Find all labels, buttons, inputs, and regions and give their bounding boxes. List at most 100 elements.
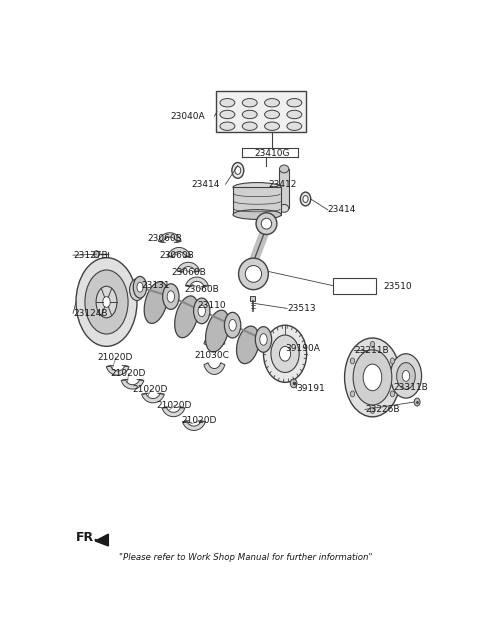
Polygon shape [178, 407, 185, 408]
Ellipse shape [220, 99, 235, 107]
Polygon shape [121, 380, 144, 389]
Polygon shape [186, 277, 208, 287]
Text: 21030C: 21030C [194, 351, 229, 360]
Polygon shape [182, 420, 205, 431]
Text: 23311B: 23311B [393, 383, 428, 392]
Ellipse shape [271, 335, 299, 372]
Polygon shape [162, 407, 185, 417]
Polygon shape [174, 241, 181, 243]
Ellipse shape [414, 398, 420, 406]
Text: 23110: 23110 [198, 301, 226, 310]
Text: 21020D: 21020D [110, 369, 145, 378]
Text: 23060B: 23060B [184, 285, 218, 294]
Text: 23131: 23131 [142, 281, 170, 291]
Ellipse shape [350, 358, 355, 364]
Polygon shape [158, 233, 181, 243]
Text: 23060B: 23060B [172, 268, 206, 277]
Ellipse shape [279, 165, 289, 173]
Polygon shape [177, 262, 200, 272]
Polygon shape [186, 285, 193, 287]
Ellipse shape [390, 391, 395, 397]
Ellipse shape [256, 213, 277, 234]
Text: 39190A: 39190A [285, 344, 320, 353]
Polygon shape [157, 393, 164, 394]
Ellipse shape [363, 364, 382, 390]
Ellipse shape [242, 99, 257, 107]
Ellipse shape [390, 358, 395, 364]
Ellipse shape [279, 346, 290, 361]
Polygon shape [168, 248, 191, 257]
Ellipse shape [220, 122, 235, 131]
Text: 23060B: 23060B [160, 251, 194, 260]
Text: 39191: 39191 [296, 384, 325, 393]
Text: "Please refer to Work Shop Manual for further information": "Please refer to Work Shop Manual for fu… [119, 553, 373, 562]
Ellipse shape [94, 251, 99, 258]
Polygon shape [183, 256, 191, 257]
Text: 23060B: 23060B [147, 234, 182, 243]
Ellipse shape [175, 296, 198, 338]
Ellipse shape [287, 99, 302, 107]
Ellipse shape [167, 291, 175, 302]
Ellipse shape [229, 319, 236, 331]
Polygon shape [142, 393, 149, 394]
Ellipse shape [402, 371, 410, 381]
Ellipse shape [353, 350, 392, 405]
Polygon shape [198, 420, 205, 422]
Ellipse shape [76, 258, 137, 346]
Polygon shape [177, 271, 184, 272]
Text: 21020D: 21020D [97, 353, 132, 362]
Ellipse shape [370, 341, 375, 348]
Text: 21020D: 21020D [181, 416, 216, 425]
Polygon shape [204, 334, 225, 346]
Ellipse shape [264, 110, 279, 118]
Polygon shape [158, 241, 166, 243]
Ellipse shape [264, 99, 279, 107]
Polygon shape [201, 285, 208, 287]
Text: 23410G: 23410G [254, 148, 290, 157]
Polygon shape [142, 393, 164, 403]
Ellipse shape [245, 266, 262, 282]
Ellipse shape [85, 270, 128, 334]
Text: 21020D: 21020D [156, 401, 192, 410]
Ellipse shape [242, 110, 257, 118]
Ellipse shape [235, 166, 241, 174]
Ellipse shape [261, 218, 272, 229]
Ellipse shape [242, 122, 257, 131]
Polygon shape [96, 534, 108, 546]
Ellipse shape [130, 279, 144, 301]
Ellipse shape [300, 192, 311, 206]
Ellipse shape [264, 122, 279, 131]
Polygon shape [107, 365, 114, 367]
Ellipse shape [287, 110, 302, 118]
Ellipse shape [345, 338, 400, 417]
Text: FR.: FR. [76, 531, 99, 544]
Ellipse shape [163, 284, 179, 309]
Ellipse shape [239, 258, 268, 290]
Text: 21020D: 21020D [132, 385, 168, 394]
Ellipse shape [144, 282, 168, 323]
Bar [233, 188, 281, 214]
Text: 23226B: 23226B [365, 405, 399, 414]
Polygon shape [107, 365, 129, 375]
Text: 23414: 23414 [328, 205, 356, 214]
Bar [251, 296, 255, 301]
Text: 23513: 23513 [287, 304, 315, 313]
Bar [216, 91, 305, 132]
Ellipse shape [303, 196, 308, 202]
Ellipse shape [233, 182, 281, 192]
Ellipse shape [205, 310, 229, 352]
Ellipse shape [233, 210, 281, 220]
Text: 23414: 23414 [192, 180, 220, 189]
Ellipse shape [96, 286, 117, 318]
Bar [279, 169, 289, 209]
Text: 23211B: 23211B [354, 346, 388, 355]
Ellipse shape [287, 122, 302, 131]
Text: 23040A: 23040A [170, 112, 205, 121]
Ellipse shape [350, 391, 355, 397]
Ellipse shape [260, 333, 267, 345]
Ellipse shape [290, 379, 297, 388]
Polygon shape [204, 363, 225, 374]
Text: 23412: 23412 [268, 180, 297, 189]
Polygon shape [192, 271, 200, 272]
Ellipse shape [232, 163, 244, 179]
